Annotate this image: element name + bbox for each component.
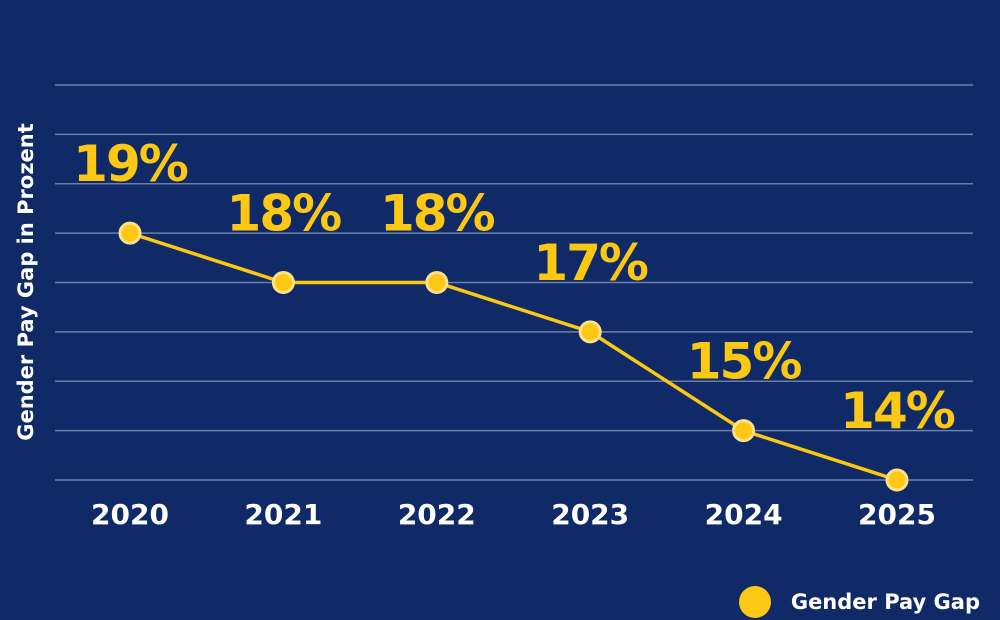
x-tick-label: 2024 (705, 498, 783, 531)
y-axis-label: Gender Pay Gap in Prozent (14, 123, 38, 441)
series-line (129, 231, 898, 482)
data-point (118, 221, 142, 245)
legend-label: Gender Pay Gap (790, 590, 980, 614)
legend-marker (738, 586, 771, 618)
data-label: 19% (73, 135, 188, 193)
data-label: 14% (840, 382, 955, 440)
data-point (732, 419, 756, 443)
data-label: 15% (687, 333, 802, 391)
x-tick-label: 2023 (551, 498, 629, 531)
data-label: 17% (533, 234, 648, 292)
data-label: 18% (227, 185, 342, 243)
x-tick-label: 2022 (398, 498, 476, 531)
x-tick-label: 2025 (858, 498, 936, 531)
legend: Gender Pay Gap (738, 586, 980, 618)
data-point (271, 271, 295, 294)
data-label: 18% (380, 185, 495, 243)
data-point (885, 468, 909, 492)
data-point (425, 271, 449, 294)
data-point (578, 320, 602, 344)
x-tick-label: 2021 (244, 498, 322, 531)
x-tick-label: 2020 (91, 498, 169, 531)
